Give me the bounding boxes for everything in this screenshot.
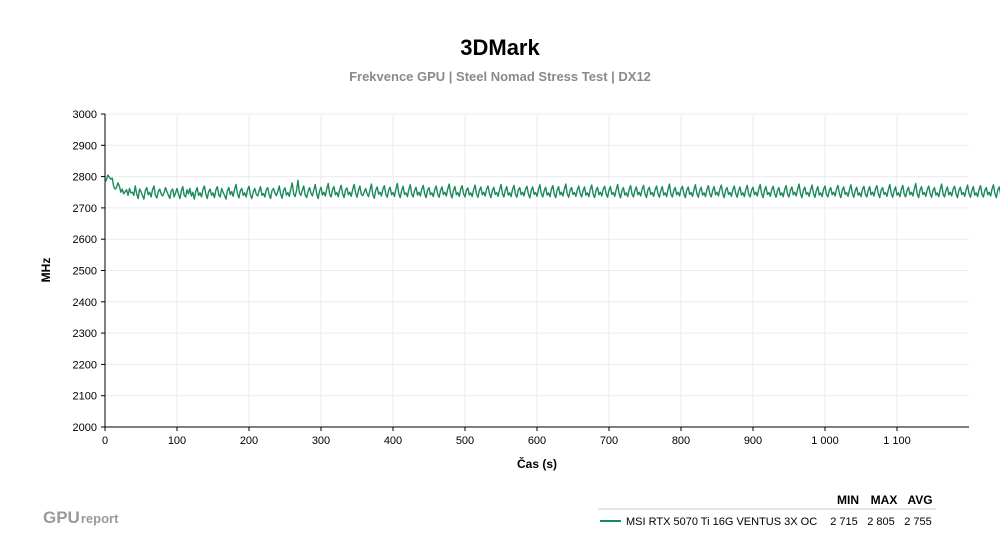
x-tick-label: 300 [312,435,330,447]
legend: MIN MAX AVG MSI RTX 5070 Ti 16G VENTUS 3… [598,493,936,528]
y-tick-label: 2600 [73,234,97,246]
brand-logo: GPUreport [43,508,119,527]
chart-subtitle: Frekvence GPU | Steel Nomad Stress Test … [349,69,651,84]
axes [101,113,969,431]
x-tick-label: 0 [102,435,108,447]
legend-header-min: MIN [837,493,859,507]
y-tick-label: 2700 [73,203,97,215]
y-tick-label: 2200 [73,359,97,371]
brand-logo-sub: report [81,511,119,526]
x-tick-label: 900 [744,435,762,447]
y-tick-label: 2100 [73,391,97,403]
y-axis-label: MHz [39,258,53,283]
y-tick-label: 2900 [73,140,97,152]
y-tick-label: 2300 [73,328,97,340]
x-tick-label: 800 [672,435,690,447]
x-tick-label: 1 100 [883,435,911,447]
y-tick-label: 2800 [73,172,97,184]
legend-header-max: MAX [871,493,898,507]
x-tick-label: 700 [600,435,618,447]
series-layer [104,174,1000,200]
x-tick-labels: 0 100 200 300 400 500 600 700 800 900 1 000 1 100 [102,435,911,447]
legend-series-max: 2 805 [867,516,895,528]
x-tick-label: 100 [168,435,186,447]
x-tick-label: 200 [240,435,258,447]
legend-series-min: 2 715 [830,516,858,528]
brand-logo-main: GPU [43,508,80,527]
brand-logo-text: GPUreport [43,508,119,527]
x-tick-label: 400 [384,435,402,447]
legend-series-name: MSI RTX 5070 Ti 16G VENTUS 3X OC [626,516,817,528]
x-axis-label: Čas (s) [517,456,557,471]
y-tick-label: 2400 [73,297,97,309]
y-tick-labels: 2000 2100 2200 2300 2400 2500 2600 2700 2800 2900… [73,109,97,434]
series-line [104,174,1000,200]
x-tick-label: 1 000 [811,435,839,447]
y-tick-label: 2500 [73,266,97,278]
x-tick-label: 500 [456,435,474,447]
grid [104,113,969,428]
x-tick-label: 600 [528,435,546,447]
legend-series-avg: 2 755 [904,516,932,528]
chart-title: 3DMark [460,35,540,60]
y-tick-label: 2000 [73,422,97,434]
y-tick-label: 3000 [73,109,97,121]
legend-header-avg: AVG [907,493,932,507]
